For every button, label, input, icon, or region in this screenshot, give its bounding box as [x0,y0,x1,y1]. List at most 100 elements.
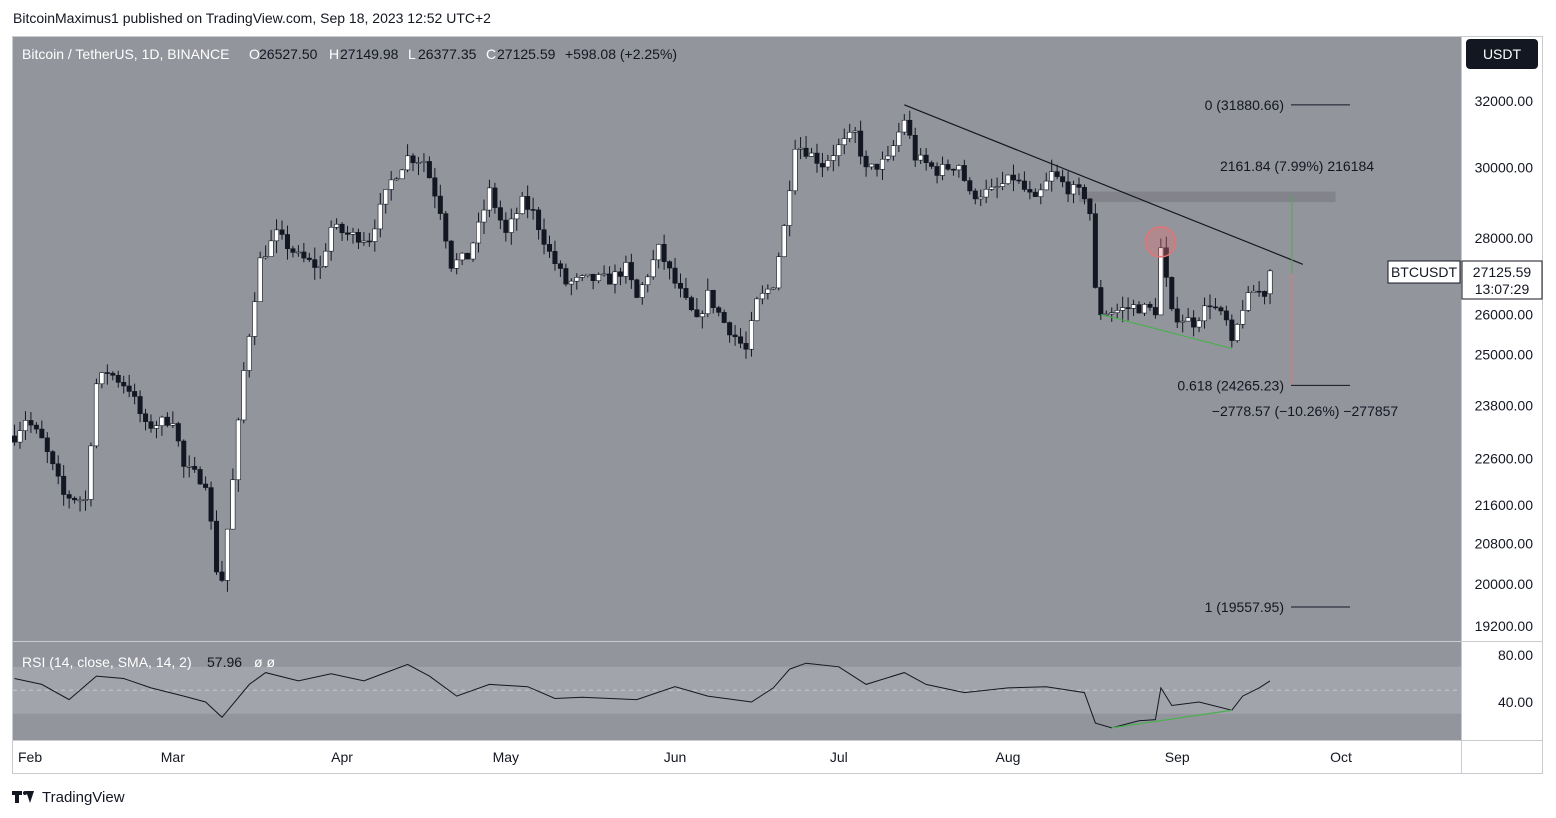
candle [1131,304,1137,309]
time-axis-tick: Feb [18,749,42,765]
candle [350,232,356,235]
candle [1065,181,1071,195]
price-axis-tick: 23800.00 [1475,397,1534,413]
candle [1098,287,1104,316]
currency-button-label[interactable]: USDT [1483,46,1522,62]
price-axis-tick: 28000.00 [1475,230,1534,246]
measure-down-label: −2778.57 (−10.26%) −277857 [1212,403,1399,419]
candle [508,218,514,233]
candle [557,263,563,269]
candle [814,152,820,164]
candle [481,209,487,223]
candle [1076,184,1082,188]
rsi-divergence-line[interactable] [1111,709,1232,729]
candle [590,273,596,281]
candle [323,250,329,267]
candle [22,420,28,431]
candle [1251,290,1257,293]
candle [410,155,416,164]
candle [650,259,656,278]
symbol-legend: Bitcoin / TetherUS, 1D, BINANCE O 26527.… [22,46,677,62]
measure-up-label: 2161.84 (7.99%) 216184 [1220,158,1374,174]
candle [1191,317,1197,328]
symbol-title: Bitcoin / TetherUS, 1D, BINANCE [22,46,229,62]
candle [246,336,252,371]
candle [317,266,323,268]
price-tag: BTCUSDT 27125.59 13:07:29 [1387,260,1543,300]
last-price-tag [1461,260,1543,300]
candle [28,420,34,426]
candle [705,289,711,315]
candle [214,520,220,573]
candle [339,223,345,234]
candle [628,262,634,281]
candle [787,190,793,226]
candle [950,168,956,171]
candle [563,268,569,285]
candle [1169,277,1175,310]
candle [890,145,896,157]
time-axis-tick: Jul [830,749,848,765]
candle [765,288,771,294]
candle [1152,307,1158,316]
candle [1234,324,1240,341]
time-axis-tick: Apr [331,749,353,765]
candle [519,196,525,214]
rsi-extra: ø ø [254,654,275,670]
candle [1218,307,1224,312]
candle [192,465,198,470]
currency-button[interactable]: USDT [1466,39,1538,69]
candle [12,435,18,443]
candle [421,161,427,163]
price-axis-tick: 21600.00 [1475,497,1534,513]
candle [186,465,192,468]
candle [279,229,285,235]
candle [1125,307,1131,309]
candle [656,244,662,261]
candle [497,207,503,221]
candle [432,177,438,197]
candle [405,155,411,171]
price-divergence-line[interactable] [1100,313,1232,350]
currency-button-bg[interactable] [1466,39,1538,69]
candle [1158,247,1164,316]
candle [312,259,318,268]
tradingview-logo-icon [12,790,36,804]
candle [1032,191,1038,197]
rejection-circle [1145,226,1177,258]
rsi-legend: RSI (14, close, SMA, 14, 2) 57.96 ø ø [22,654,275,670]
candle [716,307,722,313]
candle [1262,291,1268,297]
high-label: H [329,46,339,62]
candle [1141,303,1147,314]
candle [1174,308,1180,323]
candle [1103,313,1109,316]
candle [175,423,181,442]
candle [268,240,274,257]
candle [153,425,159,429]
candle [66,494,72,499]
candle [377,203,383,230]
candle [617,271,623,277]
candle [809,152,815,157]
candle [132,391,138,397]
candle [274,229,280,242]
candle [486,187,492,211]
time-axis [13,741,1461,773]
candle [126,385,132,392]
price-axis-tick: 25000.00 [1475,347,1534,363]
candle [743,343,749,350]
candle [710,289,716,308]
candle [1180,320,1186,323]
candle [836,144,842,156]
candle [994,186,1000,188]
descending-resistance-line[interactable] [904,104,1304,265]
candle [366,240,372,243]
candle [978,196,984,200]
resistance-zone [1078,191,1336,203]
candle [164,416,170,426]
candle [1005,174,1011,184]
candle [1240,310,1246,325]
candle [956,165,962,171]
